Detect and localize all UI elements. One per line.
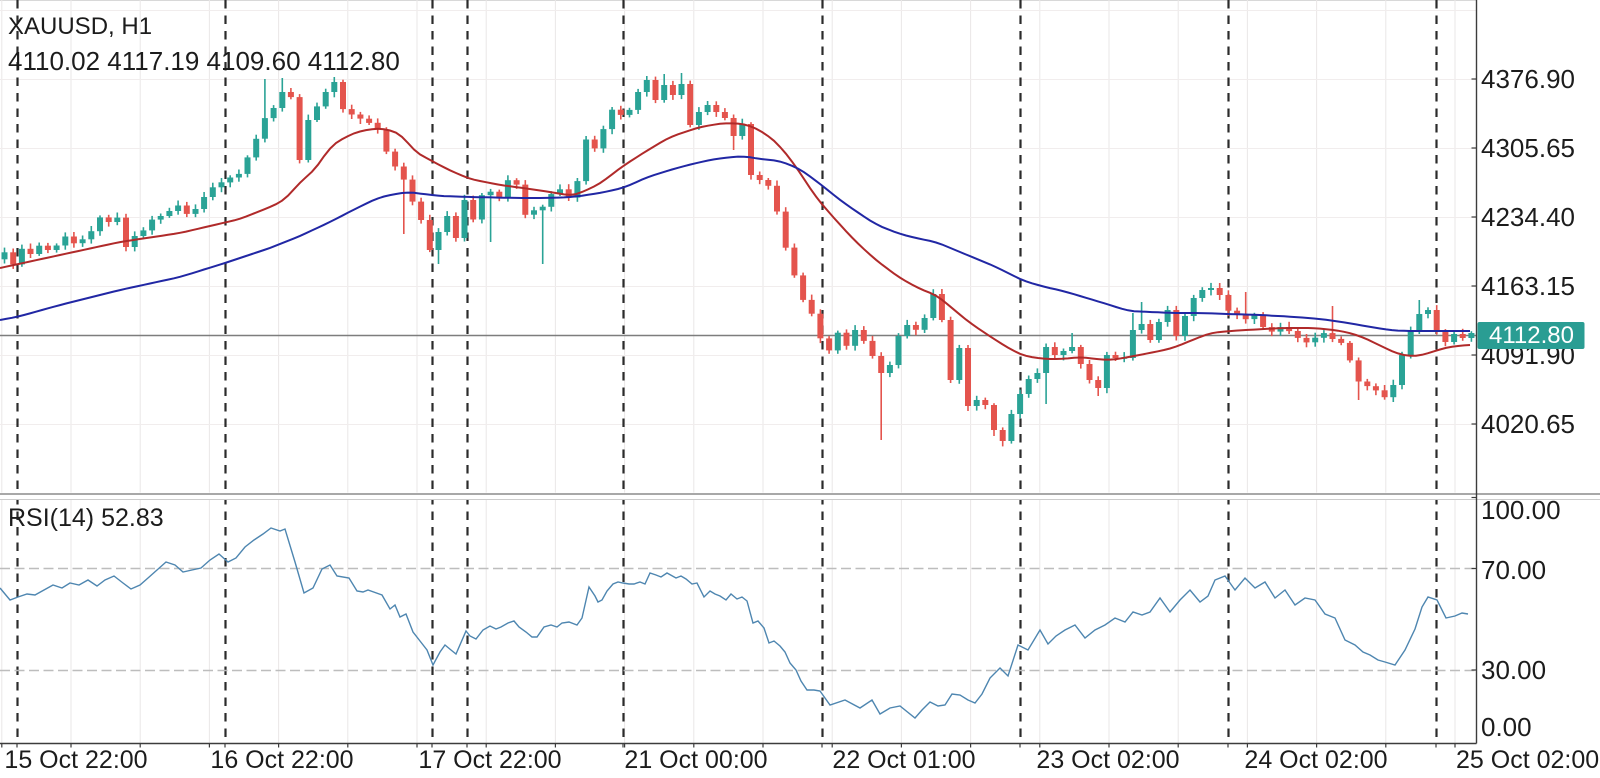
svg-text:22 Oct 01:00: 22 Oct 01:00: [832, 746, 975, 774]
svg-text:16 Oct 22:00: 16 Oct 22:00: [210, 746, 353, 774]
svg-text:4376.90: 4376.90: [1481, 64, 1575, 94]
svg-text:4110.02 4117.19 4109.60 4112.8: 4110.02 4117.19 4109.60 4112.80: [8, 46, 400, 76]
svg-text:4234.40: 4234.40: [1481, 202, 1575, 232]
svg-text:4305.65: 4305.65: [1481, 133, 1575, 163]
svg-text:RSI(14) 52.83: RSI(14) 52.83: [8, 504, 164, 532]
svg-text:4020.65: 4020.65: [1481, 409, 1575, 439]
svg-text:100.00: 100.00: [1481, 495, 1561, 525]
svg-text:25 Oct 02:00: 25 Oct 02:00: [1456, 746, 1599, 774]
svg-text:0.00: 0.00: [1481, 712, 1532, 742]
svg-text:70.00: 70.00: [1481, 555, 1546, 585]
svg-text:24 Oct 02:00: 24 Oct 02:00: [1244, 746, 1387, 774]
svg-text:XAUUSD, H1: XAUUSD, H1: [8, 13, 152, 40]
svg-text:30.00: 30.00: [1481, 655, 1546, 685]
svg-text:15 Oct 22:00: 15 Oct 22:00: [4, 746, 147, 774]
svg-text:21 Oct 00:00: 21 Oct 00:00: [624, 746, 767, 774]
svg-text:4112.80: 4112.80: [1489, 322, 1574, 349]
svg-text:23 Oct 02:00: 23 Oct 02:00: [1036, 746, 1179, 774]
svg-text:4163.15: 4163.15: [1481, 271, 1575, 301]
svg-text:17 Oct 22:00: 17 Oct 22:00: [418, 746, 561, 774]
